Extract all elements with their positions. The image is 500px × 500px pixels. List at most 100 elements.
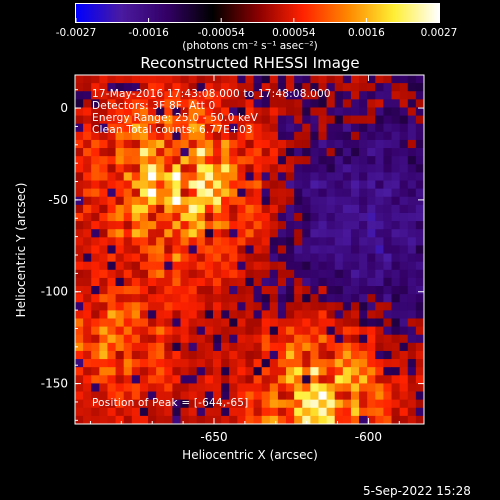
heatmap-cell [123,75,133,84]
heatmap-cell [107,359,117,368]
heatmap-cell [375,253,385,263]
heatmap-cell [139,91,149,100]
heatmap-cell [383,415,393,424]
heatmap-cell [253,164,263,173]
heatmap-cell [237,180,247,190]
heatmap-cell [156,115,165,125]
heatmap-cell [269,221,279,230]
heatmap-cell [399,302,409,311]
heatmap-cell [156,139,165,149]
heatmap-cell [326,294,336,303]
heatmap-cell [302,310,311,320]
heatmap-cell [196,83,206,92]
heatmap-cell [172,237,182,247]
heatmap-cell [156,277,165,287]
heatmap-cell [367,131,376,141]
heatmap-cell [91,261,100,271]
heatmap-cell [204,156,214,165]
heatmap-cell [164,221,173,230]
heatmap-cell [277,407,287,417]
heatmap-cell [302,156,311,165]
heatmap-cell [148,123,157,133]
heatmap-cell [261,180,271,190]
heatmap-cell [261,99,271,109]
heatmap-cell [261,367,271,376]
y-tick-label: 0 [60,101,68,115]
heatmap-cell [91,221,100,230]
heatmap-cell [91,359,100,368]
heatmap-cell [148,164,157,173]
heatmap-cell [180,310,190,320]
heatmap-cell [367,415,376,424]
heatmap-cell [269,318,279,328]
heatmap-cell [75,115,84,125]
heatmap-cell [196,212,206,222]
heatmap-cell [123,188,133,198]
heatmap-cell [326,334,336,344]
heatmap-cell [253,391,263,401]
heatmap-cell [237,415,247,424]
heatmap-cell [391,245,401,255]
heatmap-cell [367,164,376,173]
heatmap-cell [277,294,287,303]
heatmap-cell [334,415,344,424]
heatmap-cell [107,131,117,141]
heatmap-cell [415,164,424,173]
heatmap-cell [391,383,401,393]
heatmap-cell [245,204,255,214]
heatmap-cell [261,107,271,117]
heatmap-cell [180,164,190,173]
heatmap-cell [253,123,263,133]
heatmap-cell [253,277,263,287]
heatmap-cell [148,180,157,190]
heatmap-cell [367,359,376,368]
heatmap-cell [334,107,344,117]
heatmap-cell [294,383,303,393]
heatmap-cell [139,172,149,182]
heatmap-cell [123,302,133,311]
heatmap-cell [131,310,141,320]
heatmap-cell [107,245,117,255]
heatmap-cell [359,326,368,336]
heatmap-cell [415,107,424,117]
heatmap-cell [237,237,247,247]
heatmap-cell [83,172,92,182]
heatmap-cell [139,277,149,287]
heatmap-cell [334,123,344,133]
heatmap-cell [375,123,385,133]
heatmap-cell [156,334,165,344]
heatmap-cell [407,399,417,409]
heatmap-cell [164,359,173,368]
heatmap-cell [342,123,352,133]
heatmap-cell [91,310,100,320]
heatmap-cell [123,172,133,182]
heatmap-cell [123,123,133,133]
heatmap-cell [188,269,198,279]
heatmap-cell [326,277,336,287]
heatmap-cell [310,334,320,344]
heatmap-cell [383,318,393,328]
heatmap-cell [334,253,344,263]
heatmap-cell [277,375,287,385]
heatmap-cell [139,375,149,385]
heatmap-cell [156,204,165,214]
heatmap-cell [107,310,117,320]
heatmap-cell [286,212,295,222]
heatmap-cell [83,196,92,206]
heatmap-cell [269,359,279,368]
heatmap-cell [131,391,141,401]
heatmap-cell [107,115,117,125]
heatmap-cell [204,164,214,173]
heatmap-cell [367,188,376,198]
heatmap-cell [375,383,385,393]
heatmap-cell [180,237,190,247]
heatmap-cell [164,342,173,352]
heatmap-cell [310,131,320,141]
heatmap-cell [359,245,368,255]
heatmap-cell [318,399,328,409]
y-tick-label: -50 [48,193,68,207]
heatmap-cell [415,253,424,263]
heatmap-cell [212,286,222,295]
heatmap-cell [196,326,206,336]
heatmap-cell [212,302,222,311]
